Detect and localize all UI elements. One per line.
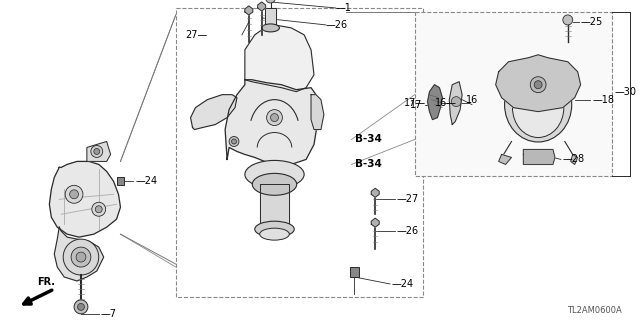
Ellipse shape	[504, 67, 572, 142]
Text: 17: 17	[410, 100, 422, 110]
Text: 16—: 16—	[435, 98, 457, 108]
Ellipse shape	[255, 221, 294, 237]
Polygon shape	[245, 25, 314, 92]
Text: B-34: B-34	[355, 159, 382, 169]
Ellipse shape	[252, 173, 297, 195]
Text: —18: —18	[593, 95, 614, 105]
Text: 16: 16	[466, 95, 478, 105]
Circle shape	[74, 300, 88, 314]
Text: —26: —26	[397, 226, 419, 236]
Text: B-34: B-34	[355, 134, 382, 145]
Text: —1: —1	[336, 3, 351, 13]
Text: TL2AM0600A: TL2AM0600A	[567, 306, 622, 315]
Circle shape	[534, 81, 542, 89]
Polygon shape	[264, 8, 276, 28]
Polygon shape	[49, 161, 120, 237]
Polygon shape	[258, 2, 266, 11]
Text: —28: —28	[563, 155, 585, 164]
Circle shape	[63, 239, 99, 275]
Polygon shape	[496, 55, 580, 112]
Circle shape	[271, 114, 278, 122]
Circle shape	[77, 303, 84, 310]
Ellipse shape	[245, 160, 304, 188]
Circle shape	[65, 185, 83, 203]
Circle shape	[451, 97, 461, 107]
Circle shape	[563, 15, 573, 25]
Polygon shape	[571, 155, 578, 164]
Bar	[349, 267, 360, 277]
Text: —27: —27	[397, 194, 419, 204]
Circle shape	[91, 146, 102, 157]
Circle shape	[95, 206, 102, 213]
Text: —24: —24	[135, 176, 157, 186]
Polygon shape	[245, 6, 253, 15]
Polygon shape	[87, 141, 111, 161]
Text: FR.: FR.	[38, 277, 56, 287]
Text: —24: —24	[392, 279, 414, 289]
Text: —25: —25	[580, 17, 603, 27]
Circle shape	[76, 252, 86, 262]
Circle shape	[92, 202, 106, 216]
Bar	[116, 177, 124, 185]
Polygon shape	[54, 227, 104, 281]
Circle shape	[229, 137, 239, 147]
Polygon shape	[371, 188, 379, 197]
Circle shape	[71, 247, 91, 267]
Polygon shape	[371, 218, 379, 227]
Bar	[415, 12, 612, 176]
Polygon shape	[311, 95, 324, 130]
Circle shape	[94, 148, 100, 155]
Text: —26: —26	[326, 20, 348, 30]
Circle shape	[266, 0, 275, 3]
Polygon shape	[428, 85, 442, 120]
Circle shape	[531, 77, 546, 93]
Circle shape	[232, 139, 237, 144]
Polygon shape	[499, 155, 511, 164]
Polygon shape	[225, 80, 318, 167]
Text: 27—: 27—	[185, 30, 207, 40]
Ellipse shape	[260, 228, 289, 240]
Text: —30: —30	[614, 87, 636, 97]
Ellipse shape	[262, 24, 280, 32]
Polygon shape	[260, 184, 289, 229]
Polygon shape	[449, 82, 462, 124]
Text: —7: —7	[100, 309, 116, 319]
Polygon shape	[524, 149, 555, 164]
Bar	[176, 8, 422, 297]
Circle shape	[267, 110, 282, 125]
Text: 17—: 17—	[404, 98, 427, 108]
Polygon shape	[191, 95, 237, 130]
Circle shape	[70, 190, 79, 199]
Ellipse shape	[513, 78, 564, 138]
